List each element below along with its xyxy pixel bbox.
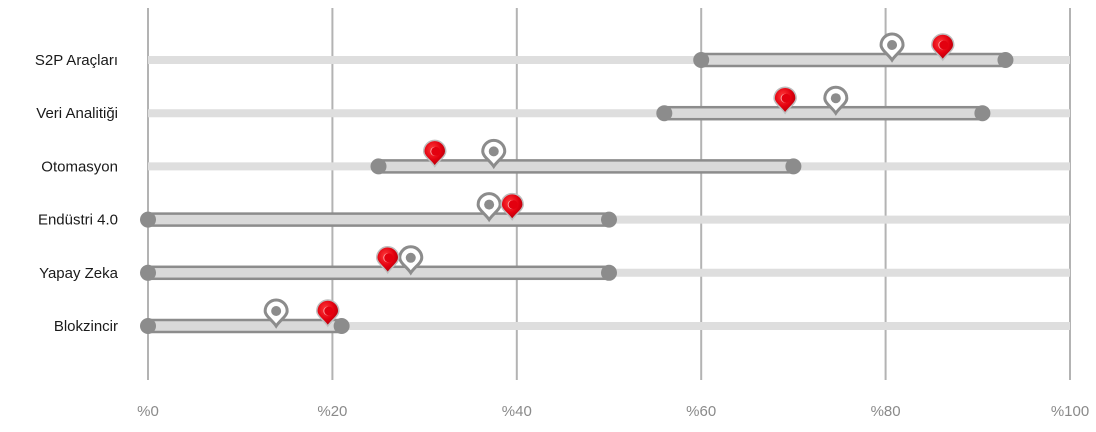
gray-pin-core — [830, 93, 841, 104]
gray-pin-core — [271, 306, 282, 316]
markers — [263, 32, 955, 329]
category-label: Otomasyon — [41, 158, 118, 175]
red-location-marker — [773, 86, 797, 115]
range-bars — [140, 52, 1014, 334]
range-end-dot — [601, 264, 617, 281]
category-label: Blokzincir — [54, 318, 118, 335]
red-location-marker — [500, 192, 524, 221]
x-tick-label: %0 — [137, 403, 159, 420]
range-start-dot — [140, 318, 156, 334]
red-location-marker — [422, 139, 447, 168]
red-pin-core — [384, 253, 394, 263]
range-bar — [146, 265, 611, 281]
range-bar — [146, 318, 343, 334]
gray-location-marker — [263, 298, 289, 329]
range-end-dot — [333, 318, 350, 334]
category-label: Endüstri 4.0 — [38, 212, 118, 229]
x-tick-label: %20 — [317, 403, 347, 420]
range-end-dot — [974, 105, 991, 122]
gray-location-marker — [398, 245, 424, 276]
red-pin-core — [939, 40, 949, 50]
x-tick-label: %100 — [1051, 403, 1089, 420]
row-tracks — [148, 56, 1070, 330]
red-pin-core — [431, 146, 441, 156]
range-start-dot — [140, 264, 156, 281]
gray-pin-core — [488, 146, 499, 157]
range-end-dot — [785, 158, 802, 175]
gray-location-marker — [879, 32, 905, 63]
x-axis-tick-labels: %0 %20 %40 %60 %80 %100 — [137, 403, 1089, 420]
red-pin-core — [324, 306, 334, 316]
range-bar — [663, 105, 984, 121]
gray-pin-core — [484, 199, 495, 210]
range-start-dot — [140, 211, 156, 228]
gray-pin-core — [405, 252, 416, 263]
category-label: Yapay Zeka — [39, 265, 119, 282]
x-tick-label: %80 — [871, 403, 901, 420]
range-bar — [377, 159, 795, 174]
range-end-dot — [601, 211, 617, 228]
x-tick-label: %40 — [502, 403, 532, 420]
gray-location-marker — [823, 85, 849, 116]
red-location-marker — [375, 246, 400, 275]
range-end-dot — [997, 52, 1014, 68]
gray-location-marker — [481, 138, 507, 170]
gray-location-marker — [476, 192, 502, 223]
range-start-dot — [693, 52, 710, 68]
range-bar — [146, 212, 611, 227]
red-pin-core — [508, 200, 518, 210]
red-location-marker — [316, 299, 340, 328]
category-label: Veri Analitiği — [36, 105, 118, 122]
gray-pin-core — [887, 40, 898, 50]
red-pin-core — [781, 93, 791, 103]
range-start-dot — [656, 105, 673, 122]
red-location-marker — [931, 33, 955, 62]
category-label: S2P Araçları — [35, 52, 118, 69]
x-tick-label: %60 — [686, 403, 716, 420]
range-start-dot — [370, 158, 387, 175]
range-bar — [699, 52, 1007, 68]
category-labels: S2P Araçları Veri Analitiği Otomasyon Endüs… — [35, 52, 119, 335]
